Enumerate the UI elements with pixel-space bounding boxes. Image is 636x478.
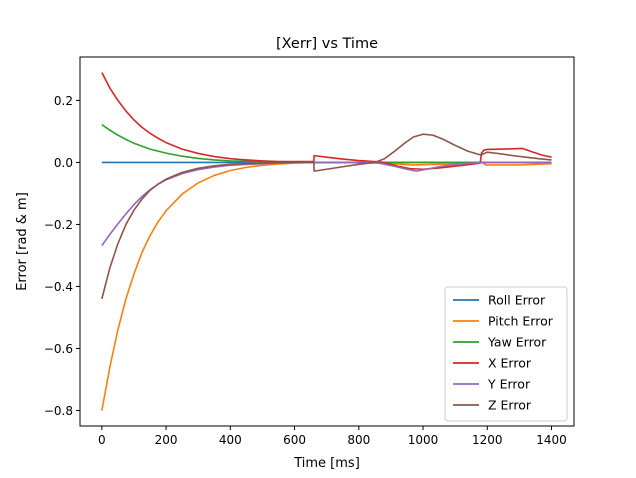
x-axis: 0 200 400 600 800 1000 1200 1400 [98,426,567,447]
legend-entry: Yaw Error [487,335,547,350]
chart-title: [Xerr] vs Time [276,36,378,52]
x-tick-label: 1200 [472,433,503,447]
series-line-y-error [101,161,552,246]
legend-entry: Y Error [487,377,531,392]
series-layer [101,72,552,411]
legend: Roll Error Pitch Error Yaw Error X Error Y E… [444,286,568,422]
x-tick-label: 0 [98,433,106,447]
series-line-z-error [101,133,552,300]
y-tick-label: −0.8 [44,404,73,418]
x-tick-label: 400 [219,433,242,447]
y-tick-label: 0.2 [54,94,73,108]
series-line-x-error [101,72,552,171]
x-axis-label: Time [ms] [293,456,360,471]
legend-entry: Pitch Error [488,314,554,329]
x-tick-label: 800 [347,433,370,447]
y-tick-label: −0.2 [44,218,73,232]
x-tick-label: 200 [155,433,178,447]
x-tick-label: 1000 [408,433,439,447]
y-axis-label: Error [rad & m] [15,192,30,291]
y-tick-label: −0.6 [44,342,73,356]
y-tick-label: 0.0 [54,156,73,170]
legend-entry: X Error [488,356,532,371]
x-tick-label: 600 [283,433,306,447]
y-tick-label: −0.4 [44,280,73,294]
legend-entry: Z Error [488,398,532,413]
y-axis: −0.8 −0.6 −0.4 −0.2 0.0 0.2 [44,94,80,418]
x-tick-label: 1400 [536,433,567,447]
plot-frame [79,56,575,427]
legend-entry: Roll Error [488,293,546,308]
